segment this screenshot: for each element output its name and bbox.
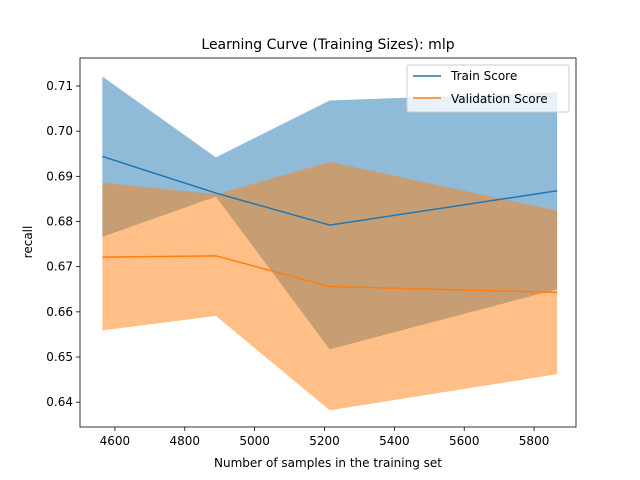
x-axis-ticks: 4600 4800 5000 5200 5400 5600 5800	[100, 427, 550, 448]
y-tick-label: 0.65	[46, 350, 73, 364]
legend: Train Score Validation Score	[406, 64, 570, 113]
plot-frame	[79, 57, 577, 428]
x-axis-label: Number of samples in the training set	[214, 456, 442, 470]
x-tick-label: 5400	[379, 434, 410, 448]
y-tick-label: 0.69	[46, 169, 73, 183]
legend-train-label: Train Score	[450, 69, 517, 83]
y-axis-ticks: 0.64 0.65 0.66 0.67 0.68 0.69 0.70 0.71	[46, 79, 80, 409]
y-axis-label: recall	[21, 226, 35, 259]
y-tick-label: 0.71	[46, 79, 73, 93]
y-tick-label: 0.68	[46, 214, 73, 228]
series-lines	[102, 155, 558, 294]
x-tick-label: 5800	[519, 434, 550, 448]
validation-score-line	[102, 255, 558, 294]
x-tick-label: 5600	[449, 434, 480, 448]
y-tick-label: 0.66	[46, 305, 73, 319]
x-tick-label: 5200	[309, 434, 340, 448]
y-tick-label: 0.64	[46, 395, 73, 409]
x-tick-label: 5000	[239, 434, 270, 448]
chart-title: Learning Curve (Training Sizes): mlp	[201, 37, 454, 53]
legend-validation-label: Validation Score	[451, 92, 548, 106]
y-tick-label: 0.70	[46, 124, 73, 138]
train-score-line	[102, 155, 558, 226]
y-tick-label: 0.67	[46, 260, 73, 274]
legend-box	[406, 64, 570, 113]
x-tick-label: 4800	[170, 434, 201, 448]
x-tick-label: 4600	[100, 434, 131, 448]
